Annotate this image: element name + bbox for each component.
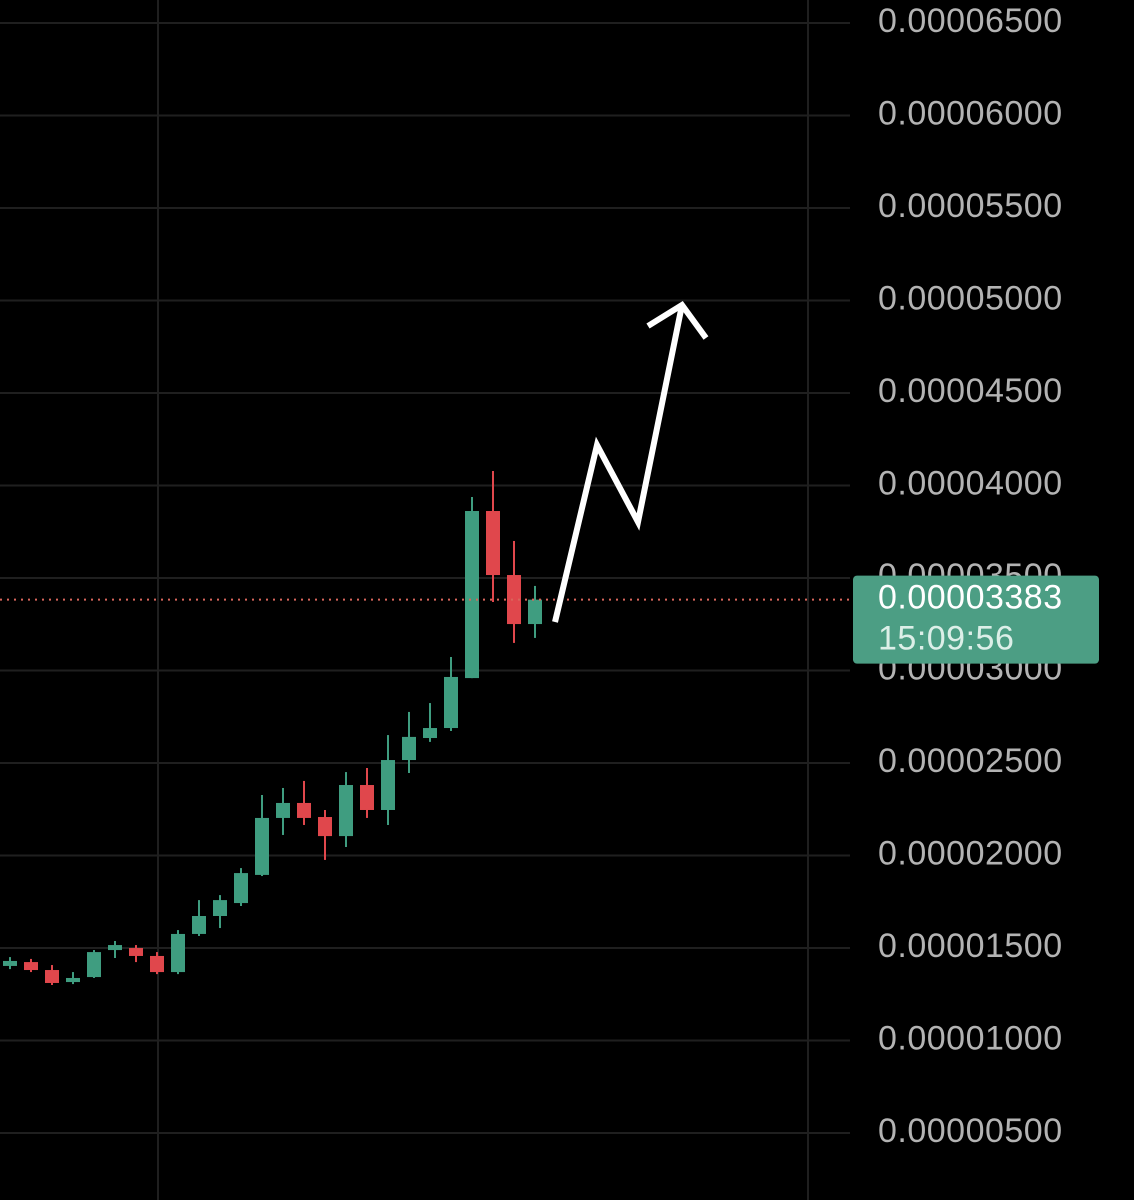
candle-body [486, 511, 500, 576]
countdown-label: 15:09:56 [878, 620, 1014, 658]
candle-body [444, 676, 458, 729]
y-tick-label: 0.00002000 [878, 834, 1063, 872]
candle-body [108, 945, 122, 951]
candle-body [213, 900, 227, 917]
y-tick-label: 0.00005500 [878, 187, 1063, 225]
candle-body [276, 802, 290, 818]
candle-body [507, 575, 521, 625]
candle-body [528, 599, 542, 625]
candle-body [234, 873, 248, 904]
y-tick-label: 0.00002500 [878, 742, 1063, 780]
forecast-arrow-head [646, 300, 709, 340]
y-tick-label: 0.00006500 [878, 2, 1063, 40]
y-tick-label: 0.00000500 [878, 1112, 1063, 1150]
candle-body [402, 736, 416, 761]
candle-body [129, 948, 143, 956]
candle-body [3, 960, 17, 966]
y-tick-label: 0.00004000 [878, 464, 1063, 502]
y-tick-label: 0.00005000 [878, 279, 1063, 317]
candle-body [24, 962, 38, 971]
y-tick-label: 0.00006000 [878, 94, 1063, 132]
candle-body [381, 760, 395, 810]
candle-body [150, 955, 164, 973]
candle-body [171, 933, 185, 973]
y-tick-label: 0.00001500 [878, 927, 1063, 965]
candle-body [423, 728, 437, 739]
forecast-arrow [552, 304, 685, 623]
candle-body [45, 970, 59, 983]
candle-body [87, 952, 101, 978]
candles [3, 471, 542, 986]
candle-body [318, 817, 332, 837]
candle-body [297, 802, 311, 818]
candle-body [360, 785, 374, 810]
candle-body [192, 916, 206, 934]
candle-body [255, 817, 269, 875]
y-tick-label: 0.00004500 [878, 372, 1063, 410]
candle-body [66, 977, 80, 983]
y-tick-label: 0.00001000 [878, 1020, 1063, 1058]
current-price-label: 0.00003383 [878, 579, 1063, 617]
candle-body [339, 785, 353, 837]
candle-body [465, 511, 479, 679]
grid: 0.00006500 0.00006000 0.00005500 0.00005000… [0, 2, 1063, 1150]
current-price-box [853, 575, 1099, 664]
